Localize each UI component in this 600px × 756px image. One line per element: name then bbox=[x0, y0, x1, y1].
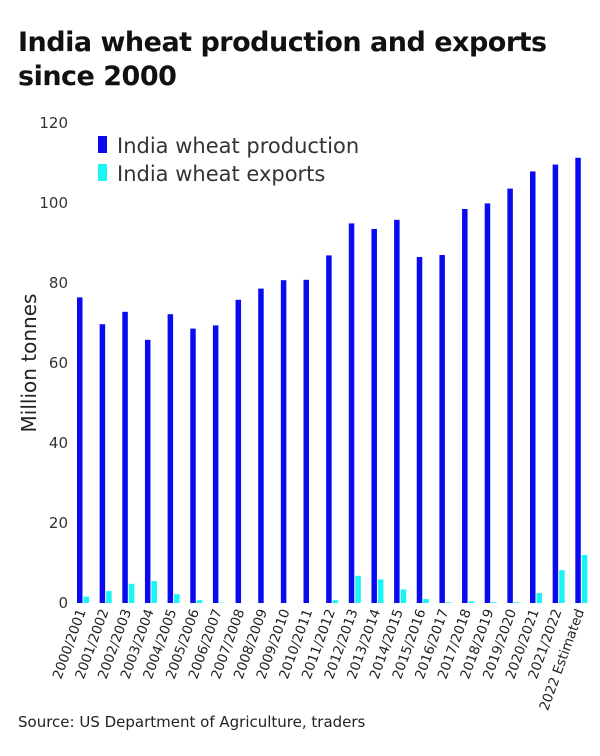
production-bar bbox=[258, 288, 264, 603]
production-bar bbox=[394, 219, 400, 604]
production-bar bbox=[462, 209, 468, 603]
production-bar bbox=[212, 325, 219, 603]
exports-bar bbox=[128, 583, 135, 603]
production-bar bbox=[530, 171, 536, 603]
exports-bar bbox=[151, 581, 157, 603]
exports-bar bbox=[423, 599, 429, 603]
exports-bar bbox=[196, 600, 203, 603]
production-bar bbox=[144, 339, 151, 603]
production-bar bbox=[326, 255, 332, 603]
y-tick-label: 0 bbox=[58, 594, 68, 612]
y-tick-label: 60 bbox=[49, 354, 68, 372]
source-note: Source: US Department of Agriculture, tr… bbox=[18, 713, 366, 731]
exports-bar bbox=[355, 575, 361, 603]
exports-bar bbox=[559, 570, 565, 603]
production-bar bbox=[122, 311, 128, 603]
exports-bar bbox=[468, 601, 475, 603]
exports-bar bbox=[400, 589, 407, 603]
y-tick-label: 100 bbox=[39, 194, 68, 212]
exports-bar bbox=[581, 555, 588, 603]
exports-bar bbox=[174, 594, 180, 603]
exports-bar bbox=[536, 593, 542, 603]
exports-bar bbox=[106, 591, 112, 603]
exports-bar bbox=[377, 579, 384, 603]
production-bar bbox=[167, 314, 174, 603]
exports-bar bbox=[332, 600, 339, 603]
y-tick-label: 20 bbox=[49, 514, 68, 532]
exports-bar bbox=[445, 602, 452, 603]
production-bar bbox=[552, 164, 559, 603]
production-bar bbox=[507, 188, 513, 603]
production-bar bbox=[575, 157, 581, 604]
exports-bar bbox=[83, 596, 89, 603]
production-bar bbox=[99, 324, 106, 603]
production-bar bbox=[235, 299, 242, 603]
legend-swatch bbox=[98, 164, 107, 181]
legend-swatch bbox=[98, 136, 107, 153]
exports-bar bbox=[513, 602, 520, 603]
production-bar bbox=[371, 229, 377, 603]
production-bar bbox=[303, 279, 309, 603]
legend-label: India wheat production bbox=[117, 134, 359, 158]
production-bar bbox=[77, 297, 83, 603]
chart-title: India wheat production and exports since… bbox=[18, 27, 547, 92]
production-bar bbox=[348, 223, 355, 603]
production-bar bbox=[280, 280, 287, 603]
legend-label: India wheat exports bbox=[117, 162, 325, 186]
production-bar bbox=[416, 257, 423, 603]
production-bar bbox=[190, 328, 196, 603]
y-tick-label: 120 bbox=[39, 114, 68, 132]
y-tick-label: 40 bbox=[49, 434, 68, 452]
y-tick-label: 80 bbox=[49, 274, 68, 292]
production-bar bbox=[484, 203, 491, 603]
exports-bar bbox=[491, 602, 497, 603]
production-bar bbox=[439, 255, 445, 603]
y-axis-label: Million tonnes bbox=[17, 294, 41, 433]
